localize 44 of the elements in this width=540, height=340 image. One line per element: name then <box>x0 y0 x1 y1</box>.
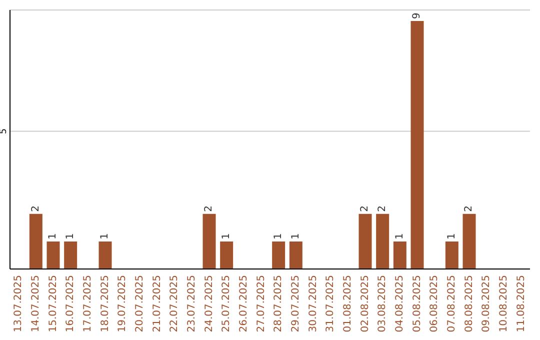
x-tick-label: 04.08.2025 <box>394 275 406 332</box>
x-tick-label: 02.08.2025 <box>360 275 371 332</box>
data-label: 1 <box>394 233 406 240</box>
data-label: 1 <box>290 233 302 240</box>
x-tick-label: 10.08.2025 <box>498 275 510 332</box>
x-tick-label: 28.07.2025 <box>273 275 284 332</box>
x-tick-label: 31.07.2025 <box>325 275 336 332</box>
x-tick-label: 16.07.2025 <box>65 275 76 332</box>
data-label: 1 <box>100 233 111 240</box>
x-tick-label: 06.08.2025 <box>429 275 440 332</box>
data-label: 2 <box>360 206 371 212</box>
x-tick-label: 20.07.2025 <box>134 275 146 332</box>
x-tick-label: 14.07.2025 <box>30 275 42 332</box>
x-tick-label: 05.08.2025 <box>412 275 423 332</box>
x-tick-label: 08.08.2025 <box>464 275 475 332</box>
x-tick-label: 27.07.2025 <box>256 275 267 332</box>
data-label: 2 <box>30 206 42 212</box>
data-label: 1 <box>273 233 284 240</box>
x-tick-label: 23.07.2025 <box>186 275 198 332</box>
x-tick-label: 17.07.2025 <box>82 275 94 332</box>
data-label: 1 <box>65 233 76 240</box>
data-label: 2 <box>377 206 388 212</box>
x-tick-label: 18.07.2025 <box>100 275 111 332</box>
x-tick-label: 19.07.2025 <box>117 275 128 332</box>
data-label: 1 <box>221 233 232 240</box>
x-tick-label: 29.07.2025 <box>290 275 302 332</box>
x-tick-label: 09.08.2025 <box>481 275 492 332</box>
x-tick-label: 11.08.2025 <box>516 275 527 332</box>
x-tick-label: 21.07.2025 <box>152 275 163 332</box>
x-tick-label: 13.07.2025 <box>13 275 24 332</box>
x-tick-label: 26.07.2025 <box>238 275 250 332</box>
x-tick-label: 25.07.2025 <box>221 275 232 332</box>
x-tick-label: 30.07.2025 <box>308 275 319 332</box>
x-tick-label: 07.08.2025 <box>446 275 458 332</box>
x-tick-label: 01.08.2025 <box>342 275 354 332</box>
data-label: 9 <box>412 12 423 20</box>
x-tick-label: 22.07.2025 <box>169 275 180 332</box>
x-tick-label: 24.07.2025 <box>204 275 215 332</box>
data-label: 1 <box>446 233 458 240</box>
x-tick-label: 03.08.2025 <box>377 275 388 332</box>
data-label: 2 <box>204 206 215 212</box>
data-label: 1 <box>48 233 59 240</box>
x-tick-label: 15.07.2025 <box>48 275 59 332</box>
data-label: 2 <box>464 206 475 212</box>
